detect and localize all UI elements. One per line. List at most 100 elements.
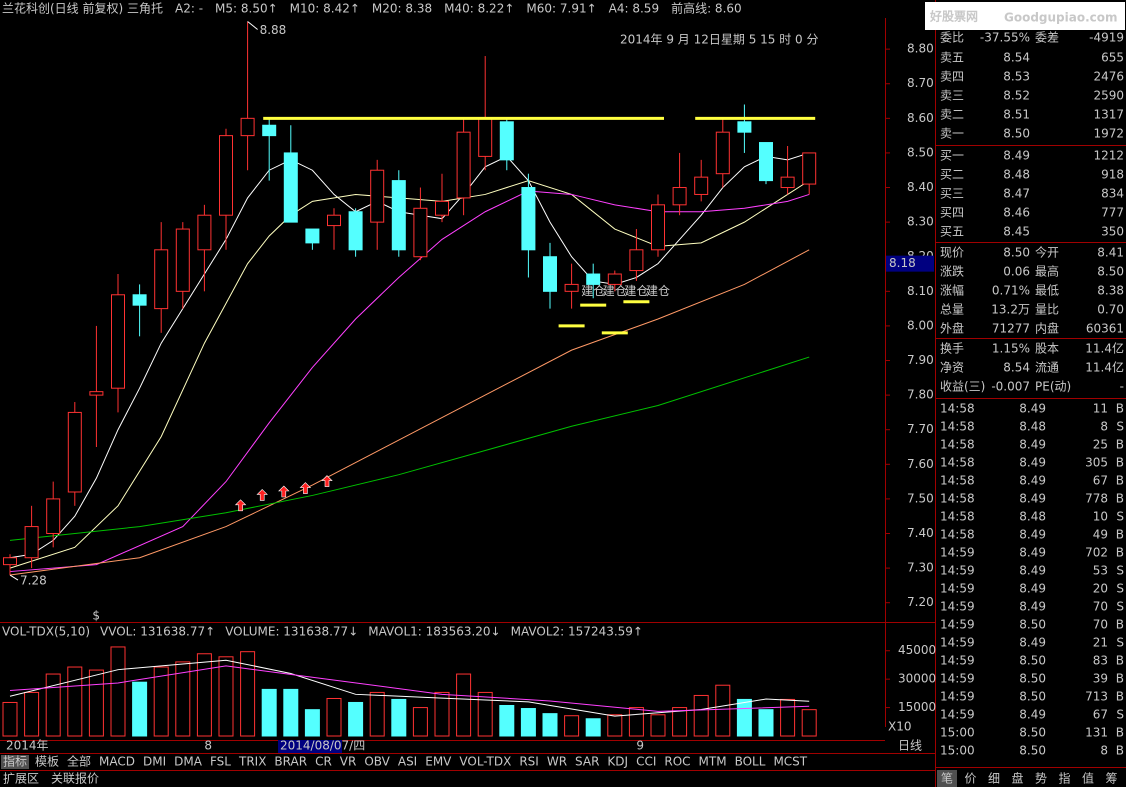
side-tab[interactable]: 值 [1082,771,1094,786]
indicator-tab[interactable]: FSL [210,755,231,769]
book-volume: 2590 [1093,89,1124,103]
candle-body [586,273,601,285]
candle-body [499,121,514,161]
indicator-tab[interactable]: CCI [636,755,656,769]
indicator-tab[interactable]: 指标 [3,754,27,769]
book-volume: 834 [1101,187,1124,201]
tick-volume: 11 [1093,402,1108,416]
book-price: 8.52 [1003,89,1030,103]
indicator-label: VVOL: 131638.77↑ [100,625,215,639]
x-tick-label: 9 [636,739,644,753]
value: -37.55% [980,31,1030,45]
indicator-tab[interactable]: MCST [773,755,807,769]
indicator-tab[interactable]: KDJ [607,755,628,769]
tick-volume: 21 [1093,636,1108,650]
ma-line [9,249,810,576]
indicator-tab[interactable]: MACD [99,755,135,769]
indicator-label: VOL-TDX(5,10) [2,625,90,639]
indicator-tab[interactable]: SAR [575,755,599,769]
indicator-label: MAVOL2: 157243.59↑ [511,625,643,639]
side-tab[interactable]: 笔 [941,771,953,786]
tick-time: 14:59 [940,672,975,686]
y-tick-label: 45000 [898,643,936,657]
book-volume: 350 [1101,225,1124,239]
indicator-label: VOLUME: 131638.77↓ [225,625,358,639]
indicator-tab[interactable]: WR [547,755,567,769]
quote-label: 内盘 [1035,321,1059,336]
candle-body [456,131,471,199]
indicator-label: MAVOL1: 183563.20↓ [368,625,500,639]
quote-label: 量比 [1035,303,1059,317]
indicator-tab[interactable]: MTM [699,755,727,769]
indicator-tab[interactable]: VOL-TDX [459,755,511,769]
y-tick-label: 7.20 [907,595,934,609]
indicator-tab[interactable]: DMI [143,755,166,769]
indicator-tab[interactable]: BOLL [735,755,766,769]
book-label: 买二 [940,168,964,182]
candle-body [737,121,752,133]
volume-bar [607,714,623,737]
indicator-tab[interactable]: TRIX [238,755,266,769]
tick-side: B [1116,528,1124,542]
candle-body [435,200,449,216]
quote-label: 今开 [1035,245,1059,260]
tick-time: 14:59 [940,564,975,578]
candle-body [327,214,341,227]
indicator-tab[interactable]: 模板 [35,755,59,769]
indicator-tab[interactable]: DMA [174,755,203,769]
tick-price: 8.49 [1019,582,1046,596]
selected-tab [1,755,30,769]
candle-body [240,117,255,137]
volume-bar [456,673,472,737]
side-tab[interactable]: 筹 [1105,772,1117,786]
label: 委比 [940,31,964,45]
volume-bar [564,715,580,737]
indicator-tab[interactable]: ASI [398,755,417,769]
y-tick-label: 7.70 [907,422,934,436]
high-pointer [247,21,258,30]
tick-time: 15:00 [940,744,975,758]
tick-side: B [1116,690,1124,704]
tick-time: 14:58 [940,510,975,524]
high-label: 8.88 [260,23,287,37]
tick-time: 14:59 [940,654,975,668]
indicator-tab[interactable]: BRAR [274,755,307,769]
indicator-tab[interactable]: ROC [664,755,690,769]
period-label: 日线 [898,739,922,753]
indicator-tab[interactable]: OBV [364,755,390,769]
tick-volume: 70 [1093,600,1108,614]
side-tab[interactable]: 指 [1058,771,1070,786]
tick-time: 14:59 [940,708,975,722]
candle-body [348,211,363,251]
tick-price: 8.49 [1019,600,1046,614]
label: 委差 [1035,31,1059,45]
side-tab[interactable]: 细 [988,772,1000,786]
side-tab[interactable]: 价 [964,772,976,786]
book-price: 8.53 [1003,70,1030,84]
tick-volume: 8 [1100,420,1108,434]
build-mark: 建仓 [624,284,648,298]
indicator-tab[interactable]: 全部 [67,754,91,769]
quote-value: 1.15% [992,342,1030,356]
extra-tab[interactable]: 扩展区 [3,772,39,786]
cursor-price: 8.18 [889,256,916,270]
indicator-tab[interactable]: RSI [519,755,539,769]
volume-bar [132,681,148,737]
tick-volume: 67 [1093,474,1108,488]
volume-bar [520,708,536,737]
side-tab[interactable]: 盘 [1011,771,1023,786]
tick-time: 14:59 [940,546,975,560]
cursor-date: 2014/08/07/四 [280,739,365,753]
y-tick-label: 8.50 [907,145,934,159]
tick-volume: 713 [1085,690,1108,704]
side-tab[interactable]: 势 [1035,772,1047,786]
extra-tab[interactable]: 关联报价 [51,771,99,786]
indicator-tab[interactable]: VR [340,755,357,769]
indicator-tab[interactable]: CR [315,755,332,769]
period-box [885,727,935,753]
book-price: 8.54 [1003,51,1030,65]
candle-body [391,180,406,251]
quote-value: 0.71% [992,284,1030,298]
indicator-tab[interactable]: EMV [425,755,452,769]
candle-body [305,228,320,244]
